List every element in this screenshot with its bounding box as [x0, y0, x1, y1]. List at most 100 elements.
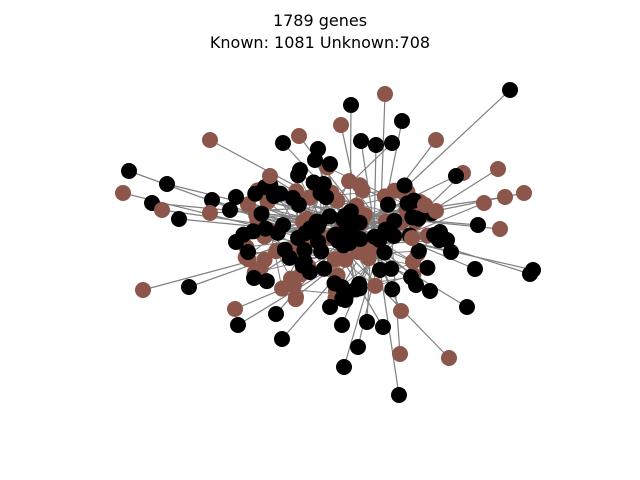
known-gene-node — [333, 117, 349, 133]
unknown-gene-node — [316, 260, 333, 277]
unknown-gene-node — [311, 214, 328, 231]
unknown-gene-node — [368, 137, 384, 153]
known-gene-node — [202, 205, 218, 221]
unknown-gene-node — [396, 177, 413, 194]
known-gene-node — [476, 195, 492, 211]
unknown-gene-node — [338, 234, 355, 251]
unknown-gene-node — [245, 223, 262, 240]
unknown-gene-node — [274, 331, 290, 347]
unknown-gene-node — [443, 244, 459, 260]
unknown-gene-node — [459, 299, 475, 315]
unknown-gene-node — [230, 317, 246, 333]
known-gene-node — [441, 350, 457, 366]
unknown-gene-node — [257, 220, 274, 237]
unknown-gene-node — [386, 228, 402, 244]
known-gene-node — [274, 280, 291, 297]
unknown-gene-node — [322, 156, 338, 172]
known-gene-node — [262, 168, 278, 184]
unknown-gene-node — [372, 262, 388, 278]
known-gene-node — [492, 221, 508, 237]
unknown-gene-node — [350, 339, 366, 355]
known-gene-node — [291, 128, 307, 144]
unknown-gene-node — [318, 189, 335, 206]
known-gene-node — [135, 282, 151, 298]
unknown-gene-node — [404, 209, 421, 226]
unknown-gene-node — [410, 243, 427, 260]
unknown-gene-node — [351, 214, 368, 231]
unknown-gene-node — [336, 359, 352, 375]
edge — [327, 166, 414, 209]
known-gene-node — [516, 185, 532, 201]
unknown-gene-node — [448, 168, 464, 184]
unknown-gene-node — [258, 273, 275, 290]
unknown-gene-node — [246, 270, 262, 286]
unknown-gene-node — [384, 281, 401, 298]
known-gene-node — [497, 189, 513, 205]
unknown-gene-node — [275, 135, 291, 151]
unknown-gene-node — [502, 82, 518, 98]
known-gene-node — [490, 161, 506, 177]
unknown-gene-node — [290, 229, 307, 246]
known-gene-node — [392, 346, 408, 362]
unknown-gene-node — [296, 242, 313, 259]
known-gene-node — [227, 301, 243, 317]
unknown-gene-node — [171, 211, 187, 227]
known-gene-node — [354, 182, 371, 199]
unknown-gene-node — [159, 176, 175, 192]
unknown-gene-node — [470, 217, 486, 233]
known-gene-node — [341, 173, 358, 190]
unknown-gene-node — [307, 152, 323, 168]
figure-subtitle: Known: 1081 Unknown:708 — [209, 33, 431, 52]
unknown-gene-node — [336, 207, 353, 224]
unknown-gene-node — [422, 283, 438, 299]
unknown-gene-node — [375, 319, 391, 335]
unknown-gene-node — [334, 290, 351, 307]
unknown-gene-node — [334, 279, 351, 296]
unknown-gene-node — [351, 280, 368, 297]
known-gene-node — [154, 202, 170, 218]
unknown-gene-node — [290, 196, 307, 213]
unknown-gene-node — [525, 262, 541, 278]
known-gene-node — [393, 303, 409, 319]
figure-title: 1789 genes — [272, 11, 368, 30]
unknown-gene-node — [292, 162, 308, 178]
unknown-gene-node — [408, 277, 424, 293]
unknown-gene-node — [391, 387, 407, 403]
known-gene-node — [115, 185, 131, 201]
known-gene-node — [428, 132, 444, 148]
unknown-gene-node — [379, 196, 396, 213]
unknown-gene-node — [467, 261, 483, 277]
unknown-gene-node — [276, 241, 293, 258]
unknown-gene-node — [181, 279, 197, 295]
unknown-gene-node — [432, 224, 448, 240]
unknown-gene-node — [301, 263, 318, 280]
known-gene-node — [377, 86, 393, 102]
known-gene-node — [417, 197, 433, 213]
unknown-gene-node — [121, 163, 137, 179]
unknown-gene-node — [268, 306, 284, 322]
known-gene-node — [202, 132, 218, 148]
unknown-gene-node — [359, 314, 375, 330]
unknown-gene-node — [376, 244, 393, 261]
unknown-gene-node — [315, 175, 332, 192]
unknown-gene-node — [253, 205, 270, 222]
unknown-gene-node — [275, 216, 292, 233]
known-gene-node — [288, 289, 304, 305]
unknown-gene-node — [310, 233, 327, 250]
unknown-gene-node — [322, 299, 338, 315]
unknown-gene-node — [384, 135, 400, 151]
unknown-gene-node — [228, 234, 244, 250]
unknown-gene-node — [228, 189, 244, 205]
unknown-gene-node — [240, 244, 256, 260]
unknown-gene-node — [343, 97, 359, 113]
unknown-gene-node — [353, 133, 369, 149]
unknown-gene-node — [394, 113, 410, 129]
known-gene-node — [404, 230, 420, 246]
known-gene-node — [367, 277, 384, 294]
unknown-gene-node — [222, 202, 238, 218]
unknown-gene-node — [419, 259, 436, 276]
nodes-layer — [115, 82, 541, 403]
known-gene-node — [326, 251, 343, 268]
